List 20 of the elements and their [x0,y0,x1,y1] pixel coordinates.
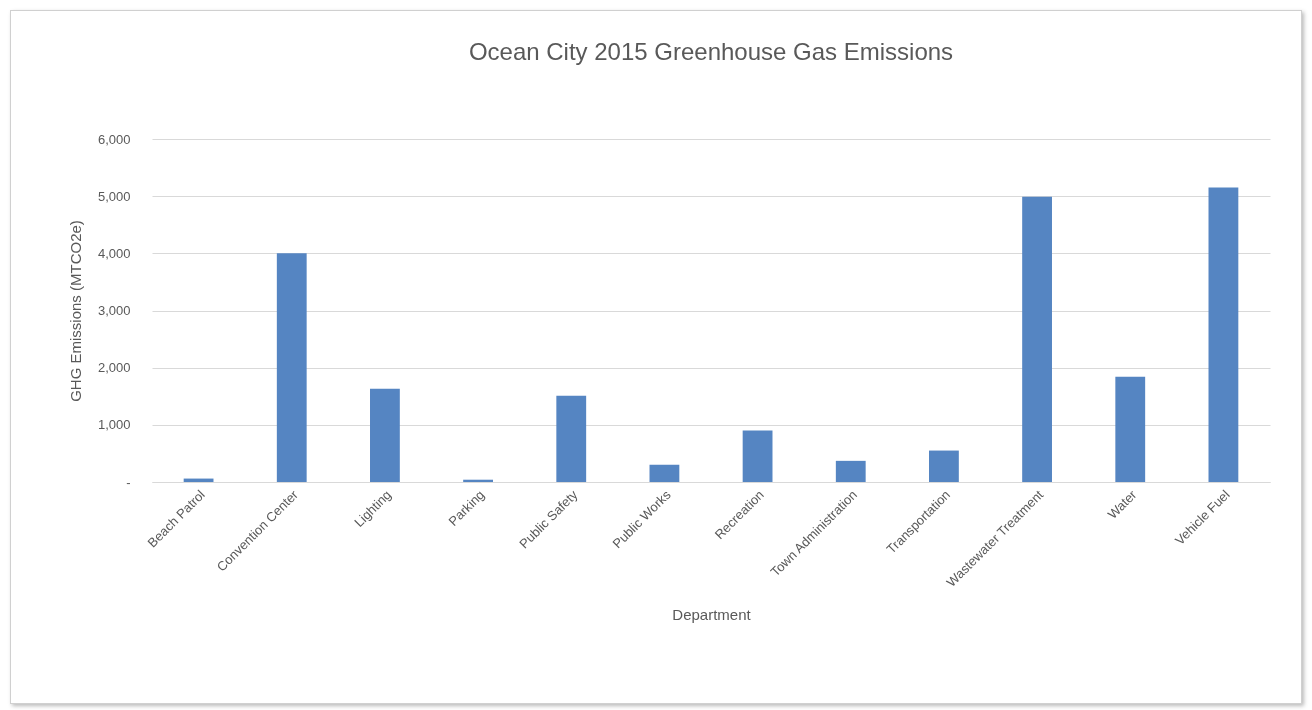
y-tick-label: 5,000 [97,188,131,204]
bar [1115,376,1146,482]
y-tick-label: 1,000 [97,417,131,433]
bar [835,460,866,482]
bar [649,464,680,482]
y-axis-title: GHG Emissions (MTCO2e) [66,220,84,402]
y-tick-label: 3,000 [97,303,131,318]
x-axis-title: Department [672,605,752,623]
bar [556,395,587,482]
y-tick-label: 4,000 [97,245,131,261]
bar [929,450,959,482]
bar [276,253,307,482]
chart-title: Ocean City 2015 Greenhouse Gas Emissions [468,38,954,65]
bar [1022,196,1052,482]
y-tick-label: - [126,474,131,490]
bar [370,388,400,482]
y-tick-label: 2,000 [97,360,131,376]
y-tick-label: 6,000 [97,131,131,147]
bar [742,430,773,482]
bar [1208,187,1239,482]
